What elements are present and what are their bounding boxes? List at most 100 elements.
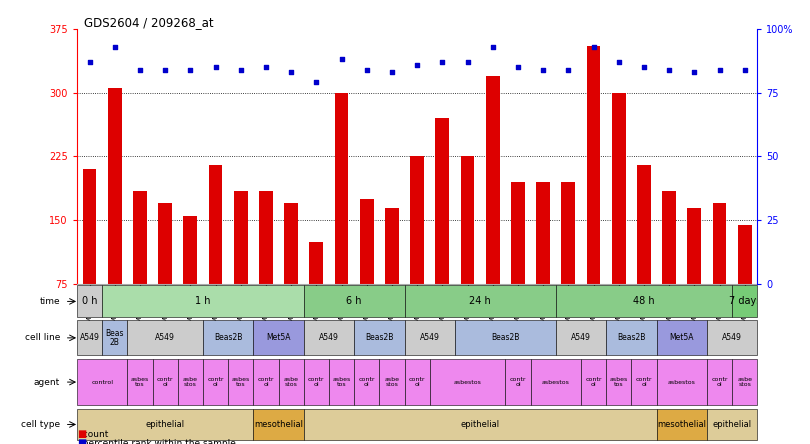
Bar xyxy=(133,190,147,284)
Point xyxy=(537,66,550,73)
Point xyxy=(159,66,172,73)
Bar xyxy=(158,203,172,284)
Bar xyxy=(657,359,707,405)
Bar xyxy=(410,156,424,284)
Text: A549: A549 xyxy=(79,333,100,342)
Point xyxy=(109,43,122,50)
Text: time: time xyxy=(40,297,60,306)
Text: asbe
stos: asbe stos xyxy=(284,377,299,387)
Text: asbestos: asbestos xyxy=(667,380,696,385)
Text: contr
ol: contr ol xyxy=(207,377,224,387)
Point xyxy=(738,66,751,73)
Bar xyxy=(102,285,304,317)
Point xyxy=(360,66,373,73)
Bar xyxy=(379,359,404,405)
Bar xyxy=(732,285,757,317)
Bar xyxy=(279,359,304,405)
Bar xyxy=(404,359,430,405)
Text: 0 h: 0 h xyxy=(82,297,97,306)
Text: Beas2B: Beas2B xyxy=(365,333,394,342)
Bar xyxy=(436,118,450,284)
Text: asbe
stos: asbe stos xyxy=(737,377,752,387)
Bar xyxy=(309,242,323,284)
Point xyxy=(184,66,197,73)
Bar xyxy=(738,225,752,284)
Text: A549: A549 xyxy=(723,333,742,342)
Text: contr
ol: contr ol xyxy=(711,377,728,387)
Text: count: count xyxy=(77,430,109,439)
Text: asbes
tos: asbes tos xyxy=(131,377,149,387)
Bar xyxy=(254,320,304,356)
Point xyxy=(713,66,726,73)
Bar xyxy=(228,359,254,405)
Bar xyxy=(586,46,600,284)
Point xyxy=(663,66,676,73)
Bar xyxy=(455,320,556,356)
Text: contr
ol: contr ol xyxy=(586,377,602,387)
Text: asbes
tos: asbes tos xyxy=(232,377,249,387)
Text: Beas
2B: Beas 2B xyxy=(105,329,124,346)
Point xyxy=(411,61,424,68)
Text: ■: ■ xyxy=(77,438,86,444)
Point xyxy=(612,59,625,66)
Bar xyxy=(83,169,96,284)
Bar xyxy=(561,182,575,284)
Text: Beas2B: Beas2B xyxy=(617,333,646,342)
Bar xyxy=(209,165,223,284)
Bar xyxy=(581,359,606,405)
Bar xyxy=(612,93,625,284)
Bar xyxy=(304,408,657,440)
Text: cell type: cell type xyxy=(21,420,60,429)
Bar xyxy=(461,156,475,284)
Bar xyxy=(556,320,606,356)
Text: percentile rank within the sample: percentile rank within the sample xyxy=(77,439,236,444)
Point xyxy=(436,59,449,66)
Point xyxy=(335,56,348,63)
Text: Beas2B: Beas2B xyxy=(214,333,242,342)
Point xyxy=(259,63,272,71)
Bar xyxy=(657,320,707,356)
Bar xyxy=(354,320,404,356)
Text: Met5A: Met5A xyxy=(670,333,694,342)
Text: Met5A: Met5A xyxy=(266,333,291,342)
Text: epithelial: epithelial xyxy=(146,420,185,429)
Point xyxy=(209,63,222,71)
Text: contr
ol: contr ol xyxy=(359,377,375,387)
Bar xyxy=(77,285,102,317)
Bar xyxy=(631,359,657,405)
Bar xyxy=(77,320,102,356)
Bar xyxy=(203,359,228,405)
Point xyxy=(386,69,399,76)
Point xyxy=(688,69,701,76)
Text: contr
ol: contr ol xyxy=(636,377,652,387)
Text: agent: agent xyxy=(34,377,60,387)
Bar xyxy=(404,285,556,317)
Bar xyxy=(606,359,631,405)
Bar xyxy=(663,190,676,284)
Bar xyxy=(108,88,122,284)
Bar xyxy=(536,182,550,284)
Bar xyxy=(657,408,707,440)
Text: 1 h: 1 h xyxy=(195,297,211,306)
Text: mesothelial: mesothelial xyxy=(254,420,303,429)
Text: contr
ol: contr ol xyxy=(509,377,526,387)
Bar xyxy=(637,165,651,284)
Point xyxy=(310,79,323,86)
Bar xyxy=(531,359,581,405)
Bar xyxy=(127,320,203,356)
Bar xyxy=(177,359,203,405)
Bar xyxy=(404,320,455,356)
Bar xyxy=(329,359,354,405)
Bar xyxy=(304,359,329,405)
Bar xyxy=(688,207,701,284)
Bar xyxy=(259,190,273,284)
Bar xyxy=(486,75,500,284)
Text: mesothelial: mesothelial xyxy=(657,420,706,429)
Bar xyxy=(354,359,379,405)
Bar xyxy=(732,359,757,405)
Text: asbestos: asbestos xyxy=(454,380,481,385)
Bar xyxy=(713,203,727,284)
Text: contr
ol: contr ol xyxy=(308,377,325,387)
Text: asbestos: asbestos xyxy=(542,380,569,385)
Text: asbe
stos: asbe stos xyxy=(385,377,399,387)
